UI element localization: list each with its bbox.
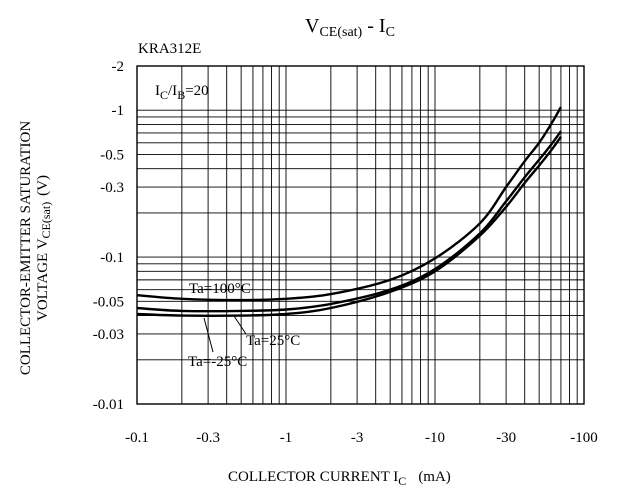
series-line-1 [136, 130, 562, 313]
x-tick-label: -100 [570, 430, 598, 446]
y-axis-title-line1: COLLECTOR-EMITTER SATURATION [18, 121, 34, 375]
series-line-2 [136, 136, 562, 317]
pointer-ta-25 [233, 315, 247, 335]
x-tick-label: -3 [351, 430, 364, 446]
x-tick-label: -0.3 [196, 430, 220, 446]
y-tick-label: -0.03 [93, 327, 124, 343]
plot-frame [136, 65, 585, 405]
chart-title: VCE(sat) - IC [305, 15, 395, 40]
y-tick-label: -0.1 [100, 250, 124, 266]
series-line-0 [136, 106, 562, 302]
y-tick-label: -0.05 [93, 294, 124, 310]
series-label-ta-minus25: Ta=-25°C [188, 354, 247, 370]
tick-labels: -0.1 -0.3 -1 -3 -10 -30 -100 -2 -1 -0.5 -0.3 -0.1 -0… [93, 59, 598, 446]
part-number: KRA312E [138, 41, 201, 57]
y-tick-label: -2 [112, 59, 125, 75]
y-tick-label: -0.3 [100, 180, 124, 196]
x-tick-label: -10 [425, 430, 445, 446]
x-tick-label: -30 [496, 430, 516, 446]
series-label-ta-100: Ta=100°C [189, 281, 251, 297]
y-axis-title-line2: VOLTAGE VCE(sat)(V) [35, 175, 53, 321]
x-tick-label: -1 [280, 430, 293, 446]
x-axis-title: COLLECTOR CURRENT IC (mA) [228, 469, 451, 488]
condition-label: IC/IB=20 [155, 83, 209, 102]
x-tick-label: -0.1 [125, 430, 149, 446]
series [136, 106, 562, 317]
pointer-ta-minus25 [203, 317, 214, 353]
series-label-ta-25: Ta=25°C [246, 333, 300, 349]
y-tick-label: -0.5 [100, 147, 124, 163]
y-tick-label: -1 [112, 103, 125, 119]
y-tick-label: -0.01 [93, 397, 124, 413]
